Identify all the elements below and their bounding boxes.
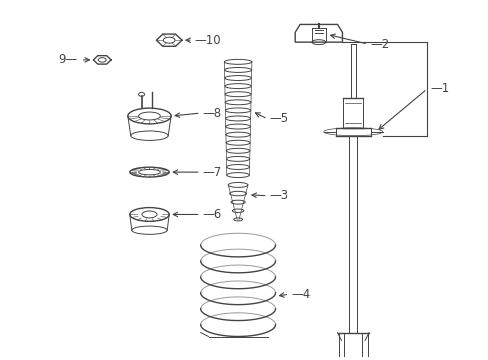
Text: 9—: 9— xyxy=(58,53,78,66)
Text: —3: —3 xyxy=(269,189,288,202)
Text: —5: —5 xyxy=(269,112,288,125)
Text: —8: —8 xyxy=(202,107,222,120)
Text: —4: —4 xyxy=(291,288,310,301)
Text: —6: —6 xyxy=(202,208,222,221)
Text: —1: —1 xyxy=(429,82,448,95)
Text: —10: —10 xyxy=(194,34,221,47)
Text: —2: —2 xyxy=(369,38,388,51)
Text: —7: —7 xyxy=(202,166,222,179)
